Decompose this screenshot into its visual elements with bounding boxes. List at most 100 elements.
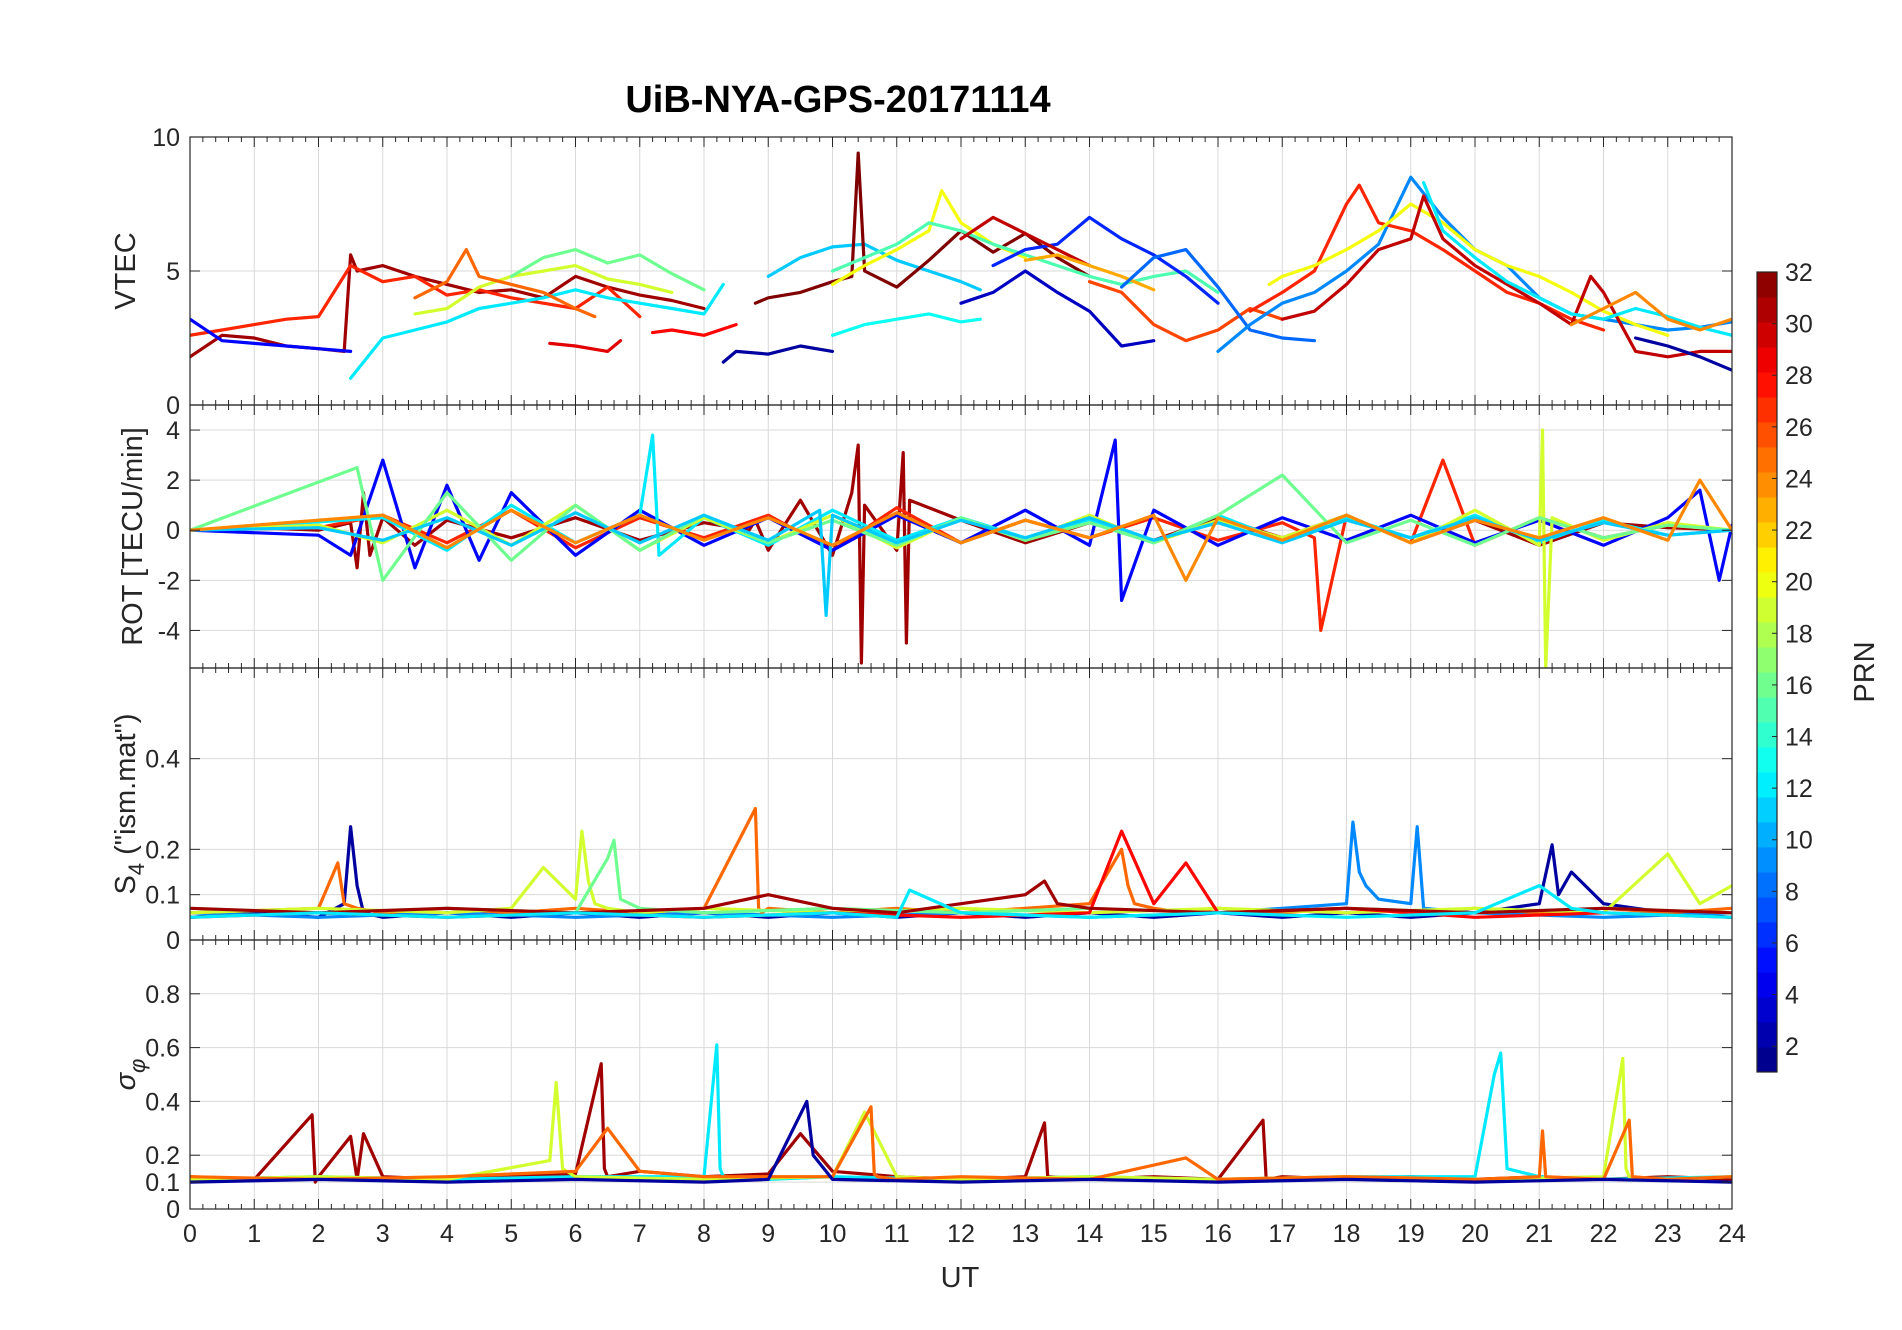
colorbar-level — [1757, 322, 1777, 348]
colorbar-level — [1757, 1022, 1777, 1048]
colorbar-tick-label: 8 — [1785, 878, 1799, 906]
vtec-series-prn-23 — [1023, 253, 1156, 292]
vtec-series-prn-2 — [721, 344, 835, 364]
y-tick-label: 2 — [166, 467, 180, 495]
colorbar-level — [1757, 847, 1777, 873]
y-tick-label: 0.4 — [145, 746, 180, 774]
y-tick-label: 0.1 — [145, 882, 180, 910]
colorbar-tick-label: 28 — [1785, 362, 1813, 390]
rot-series-prn-24 — [190, 478, 1732, 582]
colorbar-level — [1757, 922, 1777, 948]
rot-y-axis-label: ROT [TECU/min] — [117, 427, 149, 646]
colorbar-level — [1757, 522, 1777, 548]
colorbar-level — [1757, 347, 1777, 373]
x-tick-label: 12 — [947, 1220, 975, 1248]
panel-rot: -4 -2 0 2 4 ROT [TECU/min] — [117, 404, 1733, 669]
y-tick-label: 0 — [166, 392, 180, 420]
colorbar-tick-label: 30 — [1785, 311, 1813, 339]
rot-series-prn-19 — [190, 428, 1732, 668]
vtec-series-prn-15 — [830, 221, 1220, 294]
colorbar-level — [1757, 272, 1777, 298]
y-tick-label: 10 — [152, 124, 180, 152]
s4-series-group — [190, 806, 1732, 919]
colorbar-tick-label: 10 — [1785, 827, 1813, 855]
colorbar-level — [1757, 672, 1777, 698]
x-tick-label: 20 — [1461, 1220, 1489, 1248]
s4-series-prn-12 — [190, 884, 1732, 919]
vtec-y-axis-label: VTEC — [110, 232, 142, 309]
x-tick-label: 19 — [1397, 1220, 1425, 1248]
x-tick-label: 17 — [1268, 1220, 1296, 1248]
vtec-series-prn-3 — [959, 269, 1156, 348]
x-tick-label: 16 — [1204, 1220, 1232, 1248]
sigma_phi-series-prn-2 — [190, 1099, 1732, 1184]
vtec-series-prn-29 — [548, 339, 623, 353]
colorbar-level — [1757, 397, 1777, 423]
colorbar-label: PRN — [1849, 641, 1881, 702]
y-tick-label: 0.1 — [145, 1169, 180, 1197]
colorbar-level — [1757, 547, 1777, 573]
x-tick-label: 10 — [819, 1220, 847, 1248]
panel-s4: 0 0.1 0.2 0.4S4 ("ism.mat") — [110, 667, 1733, 955]
chart-title: UiB-NYA-GPS-20171114 — [625, 79, 1050, 121]
x-tick-label: 5 — [504, 1220, 518, 1248]
rot-series-prn-11 — [190, 508, 1732, 617]
x-tick-label: 8 — [697, 1220, 711, 1248]
x-tick-label: 6 — [569, 1220, 583, 1248]
y-tick-label: -2 — [158, 567, 180, 595]
sigma_phi-y-axis-label: σφ — [110, 1059, 150, 1091]
colorbar-level — [1757, 597, 1777, 623]
y-tick-label: 0.4 — [145, 1088, 180, 1116]
colorbar-level — [1757, 972, 1777, 998]
x-tick-label: 23 — [1654, 1220, 1682, 1248]
colorbar-tick-label: 18 — [1785, 620, 1813, 648]
colorbar-level — [1757, 797, 1777, 823]
sigma_phi-series-group — [190, 1043, 1732, 1184]
vtec-series-prn-13 — [830, 312, 982, 337]
y-tick-label: 0.6 — [145, 1035, 180, 1063]
x-tick-label: 7 — [633, 1220, 647, 1248]
panel-sigma_phi: 00.10.2 0.4 0.6 0.8 σφ — [110, 939, 1733, 1224]
colorbar-level — [1757, 822, 1777, 848]
x-tick-label: 2 — [312, 1220, 326, 1248]
vtec-series-prn-24 — [1569, 290, 1732, 332]
vtec-series-prn-27 — [190, 264, 642, 337]
y-tick-label: 0 — [166, 927, 180, 955]
colorbar-level — [1757, 497, 1777, 523]
vtec-series-prn-20 — [1267, 202, 1670, 337]
vtec-series-prn-19 — [413, 264, 674, 316]
rot-series-group — [190, 428, 1732, 668]
colorbar-level — [1757, 772, 1777, 798]
colorbar-level — [1757, 1047, 1777, 1073]
colorbar-level — [1757, 572, 1777, 598]
colorbar-level — [1757, 872, 1777, 898]
colorbar-frame — [1756, 271, 1778, 1073]
x-tick-label: 4 — [440, 1220, 454, 1248]
vtec-series-prn-30 — [1280, 194, 1732, 359]
colorbar-tick-label: 14 — [1785, 724, 1813, 752]
colorbar-tick-label: 4 — [1785, 982, 1799, 1010]
x-tick-label: 13 — [1011, 1220, 1039, 1248]
vtec-series-prn-28 — [651, 323, 738, 337]
y-tick-label: 0.2 — [145, 836, 180, 864]
colorbar-tick-label: 2 — [1785, 1033, 1799, 1061]
colorbar-tick-label: 16 — [1785, 672, 1813, 700]
colorbar-tick-label: 12 — [1785, 775, 1813, 803]
colorbar-level — [1757, 647, 1777, 673]
x-tick-label: 0 — [183, 1220, 197, 1248]
colorbar-level — [1757, 897, 1777, 923]
vtec-series-prn-16 — [509, 248, 706, 292]
x-tick-label: 24 — [1718, 1220, 1746, 1248]
vtec-series-prn-6 — [991, 215, 1220, 305]
x-tick-label: 14 — [1076, 1220, 1104, 1248]
x-tick-label: 11 — [884, 1220, 910, 1248]
sigma_phi-axes-frame — [189, 939, 1733, 1210]
colorbar-level — [1757, 697, 1777, 723]
panel-vtec: 0 5 10 VTEC — [110, 124, 1733, 420]
vtec-series-prn-32 — [753, 151, 1092, 305]
colorbar-level — [1757, 422, 1777, 448]
colorbar-tick-label: 22 — [1785, 517, 1813, 545]
